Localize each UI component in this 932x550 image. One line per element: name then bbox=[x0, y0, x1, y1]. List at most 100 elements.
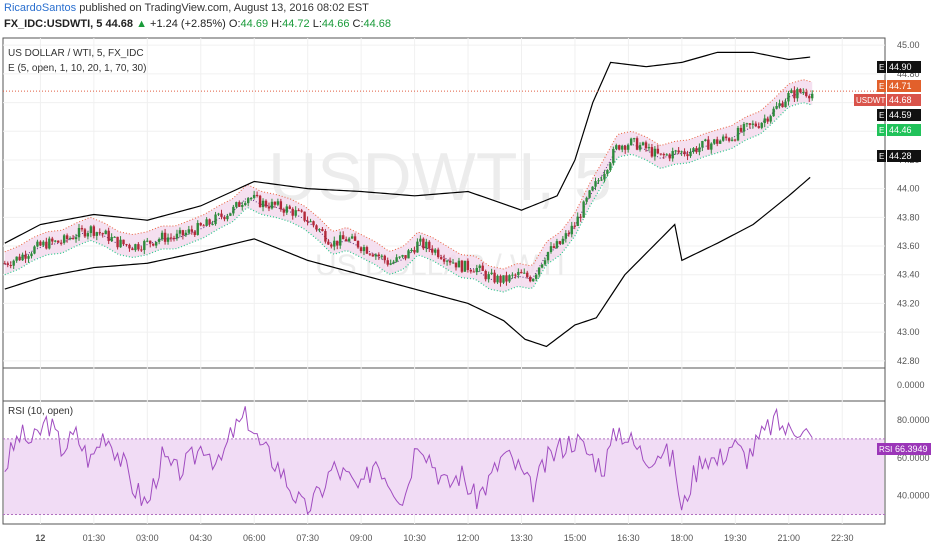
price-tick-label: 42.80 bbox=[897, 356, 920, 366]
candle-body bbox=[157, 239, 161, 242]
volume-axis-label: 0.0000 bbox=[897, 380, 925, 390]
candle-body bbox=[226, 215, 229, 220]
candle-body bbox=[508, 275, 511, 282]
time-tick-label: 13:30 bbox=[510, 533, 533, 543]
envelope-lower bbox=[4, 102, 813, 293]
candle-body bbox=[18, 256, 21, 261]
candle-body bbox=[698, 147, 701, 153]
candle-body bbox=[552, 246, 556, 248]
candle-body bbox=[330, 244, 333, 247]
candle-body bbox=[312, 221, 315, 226]
candle-body bbox=[724, 136, 728, 139]
candle-body bbox=[439, 257, 443, 259]
candle-body bbox=[742, 124, 746, 132]
candle-body bbox=[77, 228, 81, 238]
candle-body bbox=[166, 237, 170, 242]
candle-body bbox=[526, 272, 529, 277]
candle-body bbox=[6, 263, 9, 266]
candle-body bbox=[523, 272, 526, 274]
candle-body bbox=[689, 151, 692, 157]
candle-body bbox=[763, 118, 766, 124]
candle-body bbox=[68, 238, 72, 240]
candle-body bbox=[632, 138, 636, 140]
candle-body bbox=[163, 232, 167, 242]
candle-body bbox=[324, 231, 327, 242]
candle-body bbox=[502, 275, 505, 283]
candle-body bbox=[591, 186, 594, 191]
candle-body bbox=[499, 275, 502, 283]
candle-body bbox=[454, 262, 458, 268]
envelope-upper bbox=[4, 79, 813, 270]
candle-body bbox=[238, 202, 241, 207]
candle-body bbox=[401, 255, 404, 257]
candle-body bbox=[184, 232, 188, 236]
candle-body bbox=[217, 213, 220, 215]
close-label: C: bbox=[352, 18, 364, 30]
candle-body bbox=[558, 241, 562, 244]
price-tag-prefix: E bbox=[879, 63, 884, 72]
symbol-label: FX_IDC:USDWTI, 5 bbox=[4, 18, 103, 30]
candle-body bbox=[279, 201, 283, 210]
candle-body bbox=[196, 222, 199, 235]
candle-body bbox=[21, 254, 24, 261]
candle-body bbox=[573, 225, 576, 227]
candle-body bbox=[359, 247, 363, 252]
price-tick-label: 43.20 bbox=[897, 298, 920, 308]
candle-body bbox=[410, 249, 413, 251]
candle-body bbox=[211, 224, 214, 226]
candle-body bbox=[140, 249, 143, 251]
price-tick-label: 43.80 bbox=[897, 212, 920, 222]
time-tick-label: 12 bbox=[35, 533, 45, 543]
candle-body bbox=[169, 237, 173, 239]
candle-body bbox=[665, 154, 668, 156]
candle-body bbox=[739, 127, 743, 132]
rsi-line bbox=[4, 406, 813, 515]
price-tag-prefix-bg bbox=[877, 61, 886, 73]
candle-body bbox=[805, 92, 808, 97]
candle-body bbox=[784, 101, 787, 108]
candle-body bbox=[481, 265, 484, 271]
candle-body bbox=[54, 240, 57, 242]
candle-body bbox=[618, 145, 621, 150]
candle-body bbox=[460, 260, 464, 272]
candle-body bbox=[371, 254, 375, 257]
candle-body bbox=[413, 249, 416, 253]
candle-body bbox=[344, 239, 348, 242]
candle-body bbox=[799, 89, 802, 93]
candle-body bbox=[285, 206, 288, 213]
rsi-pane[interactable] bbox=[2, 400, 886, 525]
candle-body bbox=[745, 123, 749, 125]
price-tag-value: 44.59 bbox=[889, 110, 912, 120]
candle-body bbox=[199, 222, 202, 226]
candle-body bbox=[653, 148, 657, 157]
price-tag-value: 44.46 bbox=[889, 125, 912, 135]
time-tick-label: 12:00 bbox=[457, 533, 480, 543]
low-label: L: bbox=[312, 18, 322, 30]
close-value: 44.68 bbox=[363, 18, 392, 30]
candle-body bbox=[128, 244, 131, 249]
candle-body bbox=[463, 260, 467, 272]
candle-body bbox=[83, 229, 87, 237]
candle-body bbox=[205, 219, 208, 226]
candle-body bbox=[781, 103, 784, 108]
author-link[interactable]: RicardoSantos bbox=[4, 2, 77, 14]
candle-body bbox=[796, 89, 799, 99]
candle-body bbox=[736, 127, 740, 141]
candle-body bbox=[92, 226, 96, 236]
volume-pane[interactable] bbox=[2, 367, 886, 402]
candle-body bbox=[668, 154, 671, 159]
candle-body bbox=[588, 190, 591, 198]
candle-body bbox=[389, 263, 392, 265]
candle-body bbox=[181, 230, 185, 236]
candle-body bbox=[579, 216, 582, 218]
low-value: 44.66 bbox=[321, 18, 350, 30]
candle-body bbox=[356, 240, 360, 248]
lower-band-line bbox=[4, 176, 811, 348]
candle-body bbox=[288, 206, 291, 209]
candle-body bbox=[428, 241, 431, 249]
candle-body bbox=[472, 271, 476, 273]
price-tick-label: 45.00 bbox=[897, 40, 920, 50]
candle-body bbox=[101, 233, 104, 235]
